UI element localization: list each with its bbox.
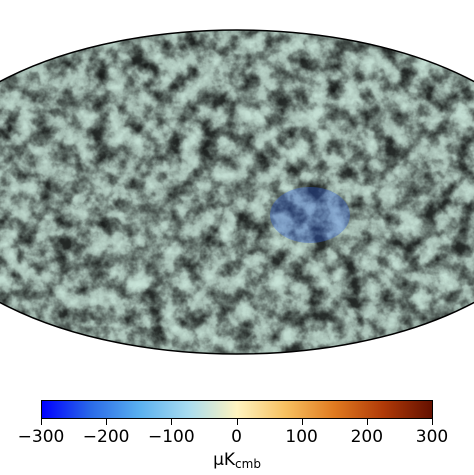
colorbar-tick-label: −300	[17, 427, 65, 447]
colorbar-tick	[171, 419, 173, 425]
colorbar-tick	[41, 419, 42, 425]
colorbar-tick	[432, 419, 433, 425]
colorbar-unit-label: μKcmb	[0, 449, 474, 475]
cmb-sky-map	[0, 29, 474, 355]
map-outline	[0, 29, 474, 355]
cold-fluctuations	[0, 30, 474, 354]
colorbar-tick-label: 100	[285, 427, 318, 447]
colorbar-tick-label: −100	[147, 427, 195, 447]
colorbar-tick-label: 300	[415, 427, 449, 447]
colorbar-tick	[366, 419, 368, 425]
unit-subscript: cmb	[235, 457, 261, 471]
unit-main: μK	[213, 450, 236, 470]
colorbar-tick	[301, 419, 303, 425]
colorbar-tick-label: 200	[350, 427, 384, 447]
colorbar-tick	[236, 419, 238, 425]
cold-spot	[270, 187, 350, 243]
colorbar	[41, 400, 433, 419]
colorbar-tick-label: 0	[231, 427, 242, 447]
colorbar-tick-label: −200	[82, 427, 130, 447]
colorbar-tick	[106, 419, 108, 425]
